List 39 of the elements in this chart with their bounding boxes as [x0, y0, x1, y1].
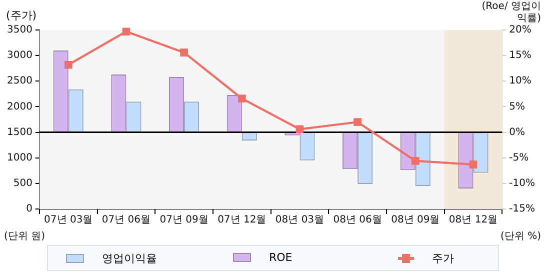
x-tick-label: 07년 03월 [44, 214, 93, 226]
y2-tick-label: -15% [509, 204, 536, 215]
y-tick-label: 2000 [6, 101, 32, 112]
y2-tick-label: 15% [509, 50, 532, 62]
point [180, 48, 188, 56]
text: (단위 원) [4, 230, 45, 243]
y-tick-label: 3000 [6, 50, 32, 62]
point [64, 60, 72, 69]
x-tick-label: 08년 06월 [333, 214, 382, 226]
legend-label: 영업이익율 [102, 251, 157, 266]
y-tick-label: 3500 [6, 24, 32, 36]
text: (단위 %) [500, 230, 541, 243]
y-tick-label: 0 [26, 204, 32, 215]
y2-tick-label: 10% [509, 76, 532, 87]
point [412, 157, 420, 165]
y2-tick-label: 5% [509, 101, 526, 112]
y2-tick-label: 20% [509, 24, 532, 36]
x-tick-label: 07년 06월 [102, 214, 151, 226]
x-tick-label: 08년 09월 [391, 214, 440, 226]
y2-tick-label: -5% [509, 152, 529, 164]
x-tick-label: 08년 12월 [448, 214, 498, 226]
y-tick-label: 1500 [6, 126, 32, 138]
point [354, 118, 362, 126]
point [469, 160, 478, 168]
y-tick-label: 500 [13, 178, 32, 190]
point [122, 28, 130, 36]
x-tick-label: 07년 09월 [160, 214, 208, 226]
x-tick-label: 07년 12월 [218, 214, 266, 226]
legend-label: 주가 [432, 251, 454, 266]
legend-label: ROE [269, 251, 292, 264]
point [296, 125, 304, 134]
y-tick-label: 2500 [6, 76, 32, 87]
y2-tick-label: 0% [509, 126, 526, 138]
point [238, 94, 246, 102]
y-tick-label: 1000 [6, 152, 32, 164]
x-tick-label: 08년 03월 [275, 214, 324, 226]
y2-axis-title: (Roe/ 영업이익률) [480, 1, 541, 25]
y-axis-title: (주가) [6, 8, 37, 23]
y2-tick-label: -10% [509, 178, 536, 190]
